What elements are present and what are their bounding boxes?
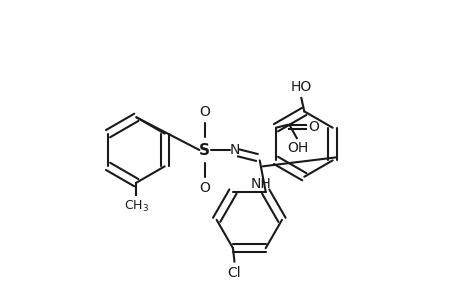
Text: HO: HO	[290, 80, 311, 94]
Text: CH$_3$: CH$_3$	[123, 199, 149, 214]
Text: S: S	[199, 142, 210, 158]
Text: NH: NH	[250, 177, 271, 191]
Text: O: O	[199, 105, 210, 119]
Text: N: N	[229, 143, 239, 157]
Text: Cl: Cl	[227, 266, 241, 280]
Text: OH: OH	[287, 141, 308, 155]
Text: O: O	[308, 120, 319, 134]
Text: O: O	[199, 181, 210, 195]
